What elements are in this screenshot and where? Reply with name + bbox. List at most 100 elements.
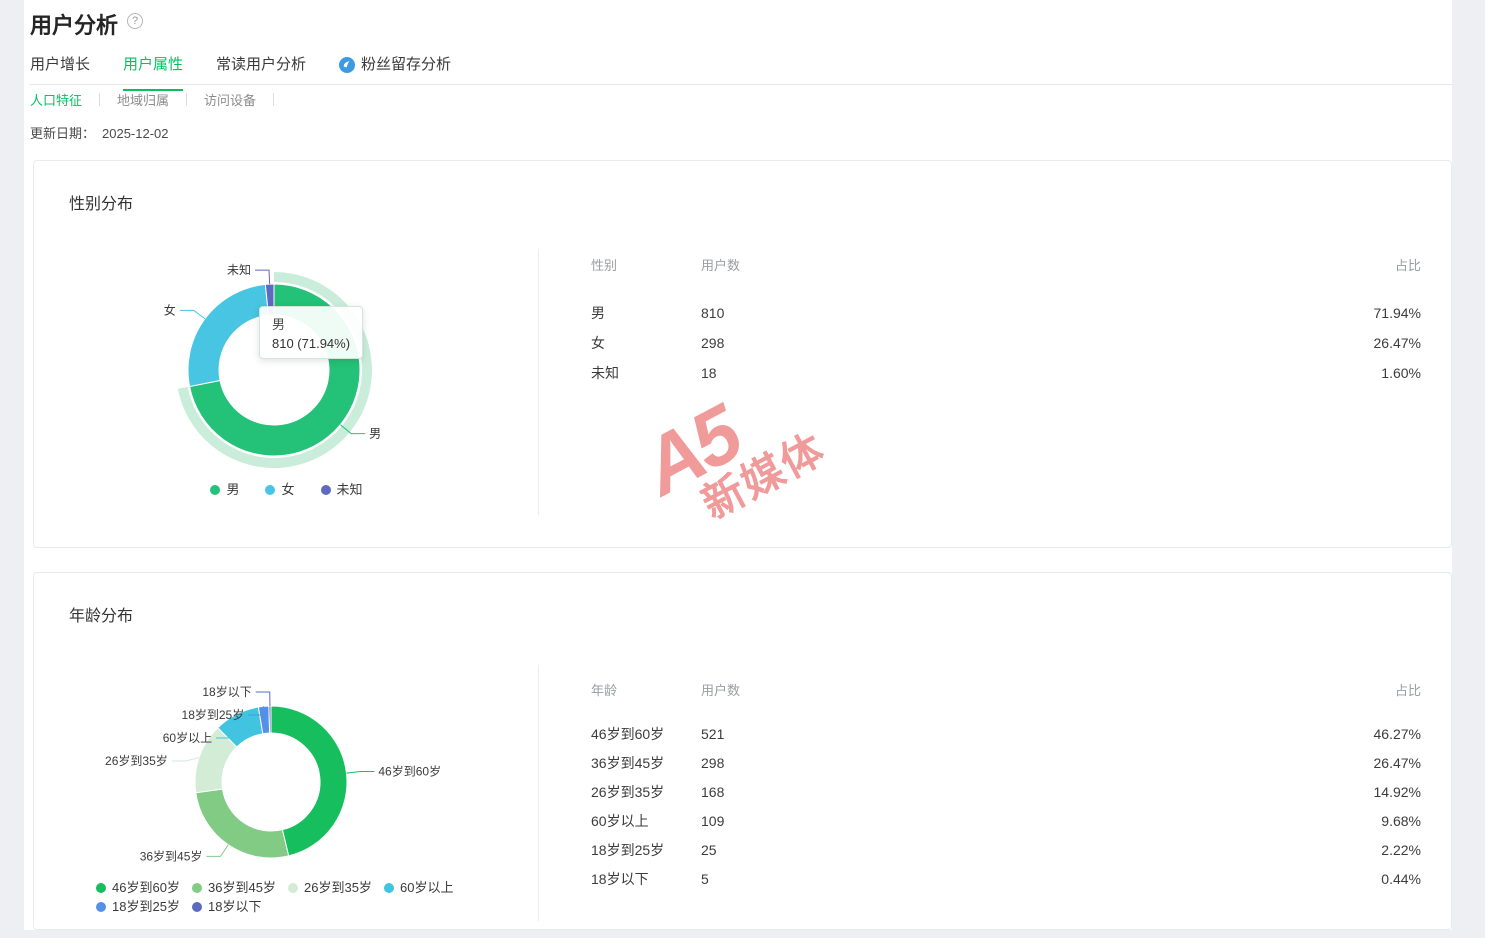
legend-label: 女 (281, 482, 295, 497)
table-row: 26岁到35岁 168 14.92% (591, 777, 1421, 806)
table-cell: 298 (701, 754, 725, 771)
table-cell: 71.94% (1373, 305, 1421, 321)
donut-slice-18岁以下[interactable] (268, 705, 272, 734)
label-leader-line (179, 309, 206, 320)
gender-table: 性别 用户数 占比 男 810 71.94% 女 298 26.47% 未知 18 1.60% (591, 256, 1421, 388)
table-cell: 18 (701, 365, 717, 381)
donut-slice-46岁到60岁[interactable] (270, 705, 348, 857)
gender-table-body: 男 810 71.94% 女 298 26.47% 未知 18 1.60% (591, 298, 1421, 388)
legend-label: 60岁以上 (400, 880, 454, 895)
tab-fan-retention[interactable]: 粉丝留存分析 (339, 52, 451, 84)
donut-slice-label: 26岁到35岁 (105, 753, 168, 768)
main-tabs: 用户增长 用户属性 常读用户分析 粉丝留存分析 (30, 52, 1452, 91)
legend-item[interactable]: 46岁到60岁 (96, 879, 192, 896)
legend-label: 26岁到35岁 (304, 880, 372, 895)
divider (273, 93, 275, 106)
legend-item[interactable]: 18岁以下 (192, 898, 288, 915)
tooltip-series-value: 810 (71.94%) (272, 336, 351, 351)
tab-regular-readers[interactable]: 常读用户分析 (216, 56, 307, 73)
table-cell: 521 (701, 725, 725, 742)
table-cell: 26岁到35岁 (591, 783, 665, 800)
legend-item[interactable]: 60岁以上 (384, 879, 480, 896)
table-cell: 男 (591, 305, 605, 321)
table-row: 未知 18 1.60% (591, 358, 1421, 388)
table-cell: 2.22% (1381, 841, 1421, 858)
age-distribution-card: 年龄分布 46岁到60岁 36岁到45岁 26岁到35岁 60岁以上 18岁到25岁 18… (33, 572, 1452, 930)
legend-dot-icon (210, 484, 221, 495)
age-donut-chart: 46岁到60岁 36岁到45岁 26岁到35岁 60岁以上 18岁到25岁 18岁以下 (105, 684, 441, 863)
table-row: 男 810 71.94% (591, 298, 1421, 328)
donut-slice-label: 46岁到60岁 (378, 763, 441, 778)
donut-slice-36岁到45岁[interactable] (195, 788, 290, 859)
subtab-demographics[interactable]: 人口特征 (30, 93, 83, 108)
table-cell: 810 (701, 305, 725, 321)
update-date-row: 更新日期： 2025-12-02 (30, 123, 169, 142)
legend-dot-icon (320, 484, 331, 495)
update-date-label: 更新日期： (30, 126, 96, 141)
label-leader-line (216, 714, 237, 739)
subtab-region[interactable]: 地域归属 (117, 93, 170, 108)
legend-dot-icon (288, 882, 298, 893)
tab-user-attributes[interactable]: 用户属性 (123, 52, 184, 91)
table-cell: 298 (701, 335, 725, 351)
gender-chart-legend: 男 女 未知 (34, 481, 539, 498)
table-row: 18岁以下 5 0.44% (591, 864, 1421, 893)
tab-user-growth[interactable]: 用户增长 (30, 56, 91, 73)
donut-slice-label: 18岁到25岁 (182, 707, 245, 722)
legend-dot-icon (96, 882, 106, 893)
table-cell: 109 (701, 812, 725, 829)
legend-label: 46岁到60岁 (112, 880, 180, 895)
table-cell: 36岁到45岁 (591, 754, 665, 771)
legend-item[interactable]: 36岁到45岁 (192, 879, 288, 896)
table-cell: 0.44% (1381, 870, 1421, 887)
table-cell: 未知 (591, 365, 619, 381)
legend-item[interactable]: 26岁到35岁 (288, 879, 384, 896)
legend-label: 男 (226, 482, 240, 497)
label-leader-line (171, 757, 200, 762)
legend-dot-icon (192, 901, 202, 912)
age-card-title: 年龄分布 (69, 608, 134, 625)
gender-card-title: 性别分布 (69, 196, 134, 213)
table-row: 46岁到60岁 521 46.27% (591, 719, 1421, 748)
donut-slice-label: 60岁以上 (163, 730, 212, 745)
legend-item[interactable]: 男 (210, 481, 239, 498)
age-chart-legend: 46岁到60岁 36岁到45岁 26岁到35岁 60岁以上 18岁到25岁 18岁以下 (96, 879, 496, 915)
legend-item[interactable]: 女 (265, 481, 295, 498)
blue-badge-icon (339, 57, 356, 73)
age-table: 年龄 用户数 占比 46岁到60岁 521 46.27% 36岁到45岁 298 26.4… (591, 681, 1421, 893)
age-table-body: 46岁到60岁 521 46.27% 36岁到45岁 298 26.47% 26岁到35岁 1… (591, 719, 1421, 893)
legend-dot-icon (96, 901, 106, 912)
table-row: 36岁到45岁 298 26.47% (591, 748, 1421, 777)
table-cell: 5 (701, 870, 709, 887)
table-cell: 1.60% (1381, 365, 1421, 381)
legend-item[interactable]: 未知 (320, 481, 363, 498)
page-title: 用户分析 (30, 13, 119, 38)
update-date-value: 2025-12-02 (102, 126, 169, 141)
label-leader-line (206, 844, 229, 857)
table-row: 女 298 26.47% (591, 328, 1421, 358)
table-cell: 女 (591, 335, 605, 351)
table-cell: 26.47% (1373, 754, 1421, 771)
divider (99, 93, 101, 106)
table-row: 18岁到25岁 25 2.22% (591, 835, 1421, 864)
legend-label: 18岁到25岁 (112, 899, 180, 914)
tooltip-series-name: 男 (272, 317, 286, 332)
donut-slice-女[interactable] (187, 283, 270, 388)
table-cell: 18岁到25岁 (591, 841, 665, 858)
table-row: 60岁以上 109 9.68% (591, 806, 1421, 835)
table-cell: 9.68% (1381, 812, 1421, 829)
subtab-devices[interactable]: 访问设备 (204, 93, 257, 108)
legend-item[interactable]: 18岁到25岁 (96, 898, 192, 915)
table-cell: 168 (701, 783, 725, 800)
sub-tabs: 人口特征 地域归属 访问设备 (30, 90, 291, 109)
label-leader-line (346, 770, 375, 774)
table-cell: 14.92% (1373, 783, 1421, 800)
divider (186, 93, 188, 106)
donut-slice-label: 男 (369, 427, 381, 441)
age-table-header: 年龄 用户数 占比 (591, 683, 1421, 698)
donut-slice-label: 未知 (227, 263, 251, 277)
legend-dot-icon (265, 484, 276, 495)
help-icon[interactable]: ? (127, 13, 144, 29)
table-cell: 18岁以下 (591, 870, 649, 887)
table-cell: 46.27% (1373, 725, 1421, 742)
